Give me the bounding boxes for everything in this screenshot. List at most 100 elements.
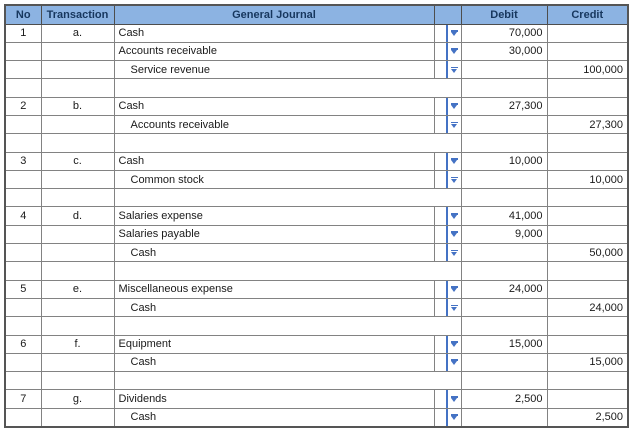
row-number-cell — [4, 169, 42, 190]
dropdown-button[interactable] — [445, 354, 460, 371]
dropdown-button[interactable] — [445, 116, 460, 133]
dropdown-cell[interactable] — [433, 23, 462, 43]
row-number-cell — [4, 133, 42, 153]
dropdown-cell[interactable] — [433, 334, 462, 354]
account-select[interactable]: Equipment — [113, 334, 435, 354]
account-select[interactable]: Cash — [113, 352, 435, 373]
account-label: Accounts receivable — [130, 118, 229, 131]
credit-cell[interactable] — [546, 371, 629, 391]
account-label: Miscellaneous expense — [118, 283, 233, 296]
dropdown-button[interactable] — [445, 244, 460, 261]
account-select[interactable]: Common stock — [113, 169, 435, 190]
account-select[interactable]: Miscellaneous expense — [113, 279, 435, 299]
debit-cell[interactable] — [460, 371, 548, 391]
dropdown-cell[interactable] — [433, 96, 462, 116]
debit-cell[interactable]: 2,500 — [460, 389, 548, 409]
debit-cell[interactable]: 70,000 — [460, 23, 548, 43]
credit-cell[interactable] — [546, 96, 629, 116]
account-select[interactable]: Cash — [113, 96, 435, 116]
credit-cell[interactable]: 2,500 — [546, 407, 629, 428]
dropdown-cell[interactable] — [433, 297, 462, 318]
dropdown-button[interactable] — [445, 226, 460, 243]
debit-cell[interactable] — [460, 261, 548, 281]
credit-cell[interactable] — [546, 41, 629, 62]
dropdown-button[interactable] — [445, 409, 460, 426]
dropdown-button[interactable] — [445, 153, 460, 170]
dropdown-cell[interactable] — [433, 114, 462, 135]
credit-cell[interactable]: 24,000 — [546, 297, 629, 318]
dropdown-button[interactable] — [445, 336, 460, 353]
debit-cell[interactable]: 27,300 — [460, 96, 548, 116]
dropdown-button[interactable] — [445, 61, 460, 78]
dropdown-cell[interactable] — [433, 41, 462, 62]
account-select[interactable]: Dividends — [113, 389, 435, 409]
dropdown-cell[interactable] — [433, 352, 462, 373]
debit-cell[interactable]: 10,000 — [460, 151, 548, 171]
credit-cell[interactable]: 100,000 — [546, 60, 629, 80]
credit-cell[interactable] — [546, 78, 629, 98]
debit-cell[interactable]: 30,000 — [460, 41, 548, 62]
debit-cell[interactable] — [460, 243, 548, 263]
dropdown-cell[interactable] — [433, 243, 462, 263]
dropdown-cell[interactable] — [433, 60, 462, 80]
debit-cell[interactable]: 15,000 — [460, 334, 548, 354]
dropdown-button[interactable] — [445, 43, 460, 60]
debit-cell[interactable] — [460, 407, 548, 428]
debit-cell[interactable]: 41,000 — [460, 206, 548, 226]
credit-cell[interactable] — [546, 151, 629, 171]
dropdown-cell[interactable] — [433, 224, 462, 245]
debit-cell[interactable]: 24,000 — [460, 279, 548, 299]
dropdown-button[interactable] — [445, 390, 460, 408]
dropdown-cell[interactable] — [433, 151, 462, 171]
debit-cell[interactable] — [460, 169, 548, 190]
dropdown-cell[interactable] — [433, 279, 462, 299]
debit-cell[interactable] — [460, 352, 548, 373]
credit-cell[interactable] — [546, 279, 629, 299]
account-select[interactable]: Cash — [113, 407, 435, 428]
debit-cell[interactable] — [460, 133, 548, 153]
account-select[interactable]: Salaries payable — [113, 224, 435, 245]
credit-cell[interactable]: 27,300 — [546, 114, 629, 135]
credit-cell[interactable] — [546, 334, 629, 354]
dropdown-button[interactable] — [445, 25, 460, 42]
table-body: 1 a. Cash 70,000 Accounts receivable 30,… — [4, 23, 629, 428]
debit-cell[interactable] — [460, 114, 548, 135]
account-select[interactable]: Cash — [113, 151, 435, 171]
debit-cell[interactable] — [460, 60, 548, 80]
dropdown-button[interactable] — [445, 207, 460, 225]
dropdown-button[interactable] — [445, 171, 460, 188]
dropdown-cell[interactable] — [433, 206, 462, 226]
dropdown-cell[interactable] — [433, 169, 462, 190]
debit-cell[interactable] — [460, 188, 548, 208]
credit-cell[interactable]: 10,000 — [546, 169, 629, 190]
account-select[interactable]: Service revenue — [113, 60, 435, 80]
dropdown-cell[interactable] — [433, 389, 462, 409]
debit-cell[interactable] — [460, 297, 548, 318]
account-select[interactable]: Salaries expense — [113, 206, 435, 226]
dropdown-button[interactable] — [445, 98, 460, 115]
credit-cell[interactable] — [546, 206, 629, 226]
credit-cell[interactable] — [546, 316, 629, 336]
credit-cell[interactable] — [546, 188, 629, 208]
credit-cell[interactable] — [546, 224, 629, 245]
account-select[interactable]: Cash — [113, 23, 435, 43]
debit-cell[interactable] — [460, 316, 548, 336]
credit-cell[interactable] — [546, 261, 629, 281]
account-select[interactable]: Cash — [113, 297, 435, 318]
credit-cell[interactable]: 50,000 — [546, 243, 629, 263]
transaction-cell — [40, 188, 115, 208]
account-select[interactable]: Accounts receivable — [113, 41, 435, 62]
dropdown-button[interactable] — [445, 299, 460, 316]
transaction-cell — [40, 78, 115, 98]
dropdown-cell[interactable] — [433, 407, 462, 428]
account-select[interactable]: Accounts receivable — [113, 114, 435, 135]
table-row: 1 a. Cash 70,000 — [4, 23, 629, 43]
credit-cell[interactable] — [546, 23, 629, 43]
credit-cell[interactable]: 15,000 — [546, 352, 629, 373]
credit-cell[interactable] — [546, 133, 629, 153]
debit-cell[interactable] — [460, 78, 548, 98]
credit-cell[interactable] — [546, 389, 629, 409]
debit-cell[interactable]: 9,000 — [460, 224, 548, 245]
dropdown-button[interactable] — [445, 281, 460, 298]
account-select[interactable]: Cash — [113, 243, 435, 263]
